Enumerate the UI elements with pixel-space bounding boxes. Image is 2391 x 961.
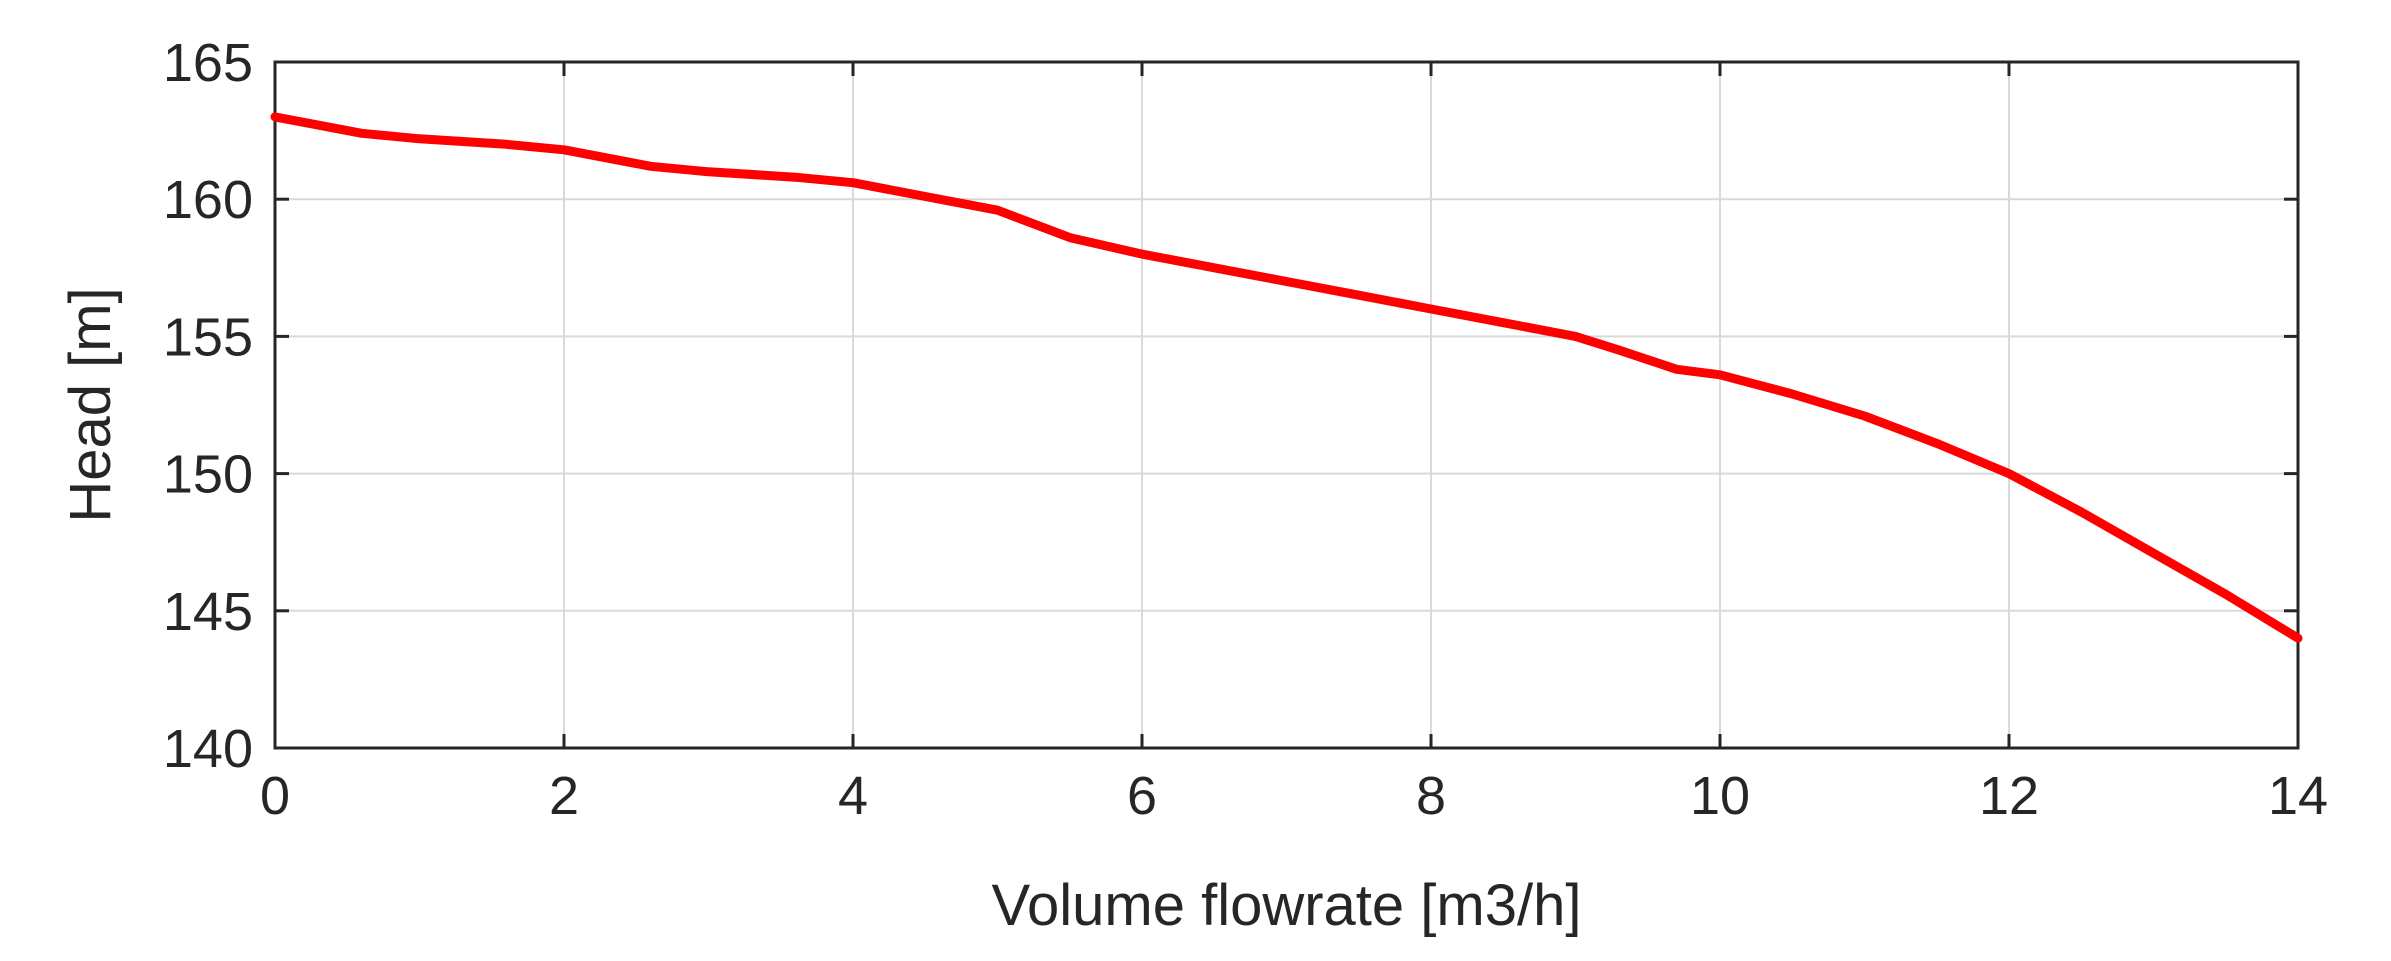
series-line	[270, 112, 2303, 643]
x-tick-label: 6	[1127, 766, 1157, 826]
x-axis-label: Volume flowrate [m3/h]	[992, 873, 1582, 938]
grid-lines	[275, 62, 2298, 748]
x-tick-label: 4	[838, 766, 868, 826]
tick-labels: 0 2 4 6 8 10 12 14 140 145 150 155 160 165	[163, 33, 2328, 826]
series-layer	[270, 112, 2303, 643]
x-tick-label: 0	[260, 766, 290, 826]
x-tick-label: 2	[549, 766, 579, 826]
axes	[273, 60, 2300, 750]
x-tick-label: 14	[2268, 766, 2328, 826]
plot-frame	[273, 60, 2300, 750]
y-tick-label: 160	[163, 170, 253, 230]
y-tick-label: 140	[163, 719, 253, 779]
y-tick-label: 145	[163, 582, 253, 642]
x-tick-label: 12	[1979, 766, 2039, 826]
y-tick-label: 155	[163, 307, 253, 367]
y-tick-label: 165	[163, 33, 253, 93]
x-tick-label: 10	[1690, 766, 1750, 826]
y-tick-label: 150	[163, 445, 253, 505]
y-axis-label: Head [m]	[58, 287, 123, 522]
x-tick-label: 8	[1416, 766, 1446, 826]
